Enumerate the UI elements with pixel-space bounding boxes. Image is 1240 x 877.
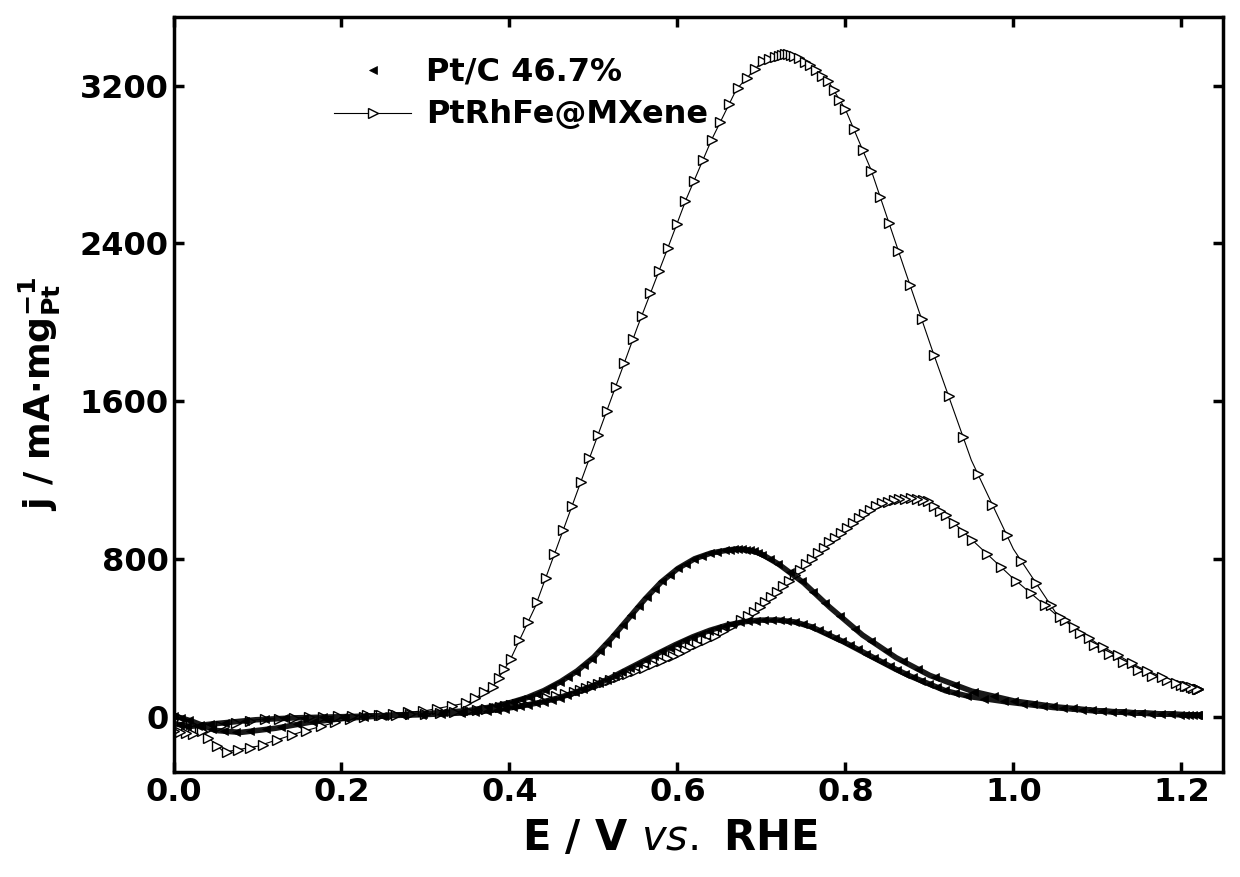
PtRhFe@MXene [166, 725, 181, 736]
Pt/C 46.7% [724, 619, 739, 630]
PtRhFe@MXene [383, 709, 398, 720]
Legend: Pt/C 46.7%, PtRhFe@MXene: Pt/C 46.7%, PtRhFe@MXene [325, 47, 717, 139]
Pt/C 46.7% [996, 693, 1011, 703]
PtRhFe@MXene [222, 719, 237, 730]
Line: Pt/C 46.7%: Pt/C 46.7% [170, 545, 1203, 737]
PtRhFe@MXene [1190, 684, 1205, 695]
Pt/C 46.7% [166, 718, 181, 729]
Pt/C 46.7% [1024, 698, 1039, 709]
PtRhFe@MXene [738, 612, 753, 623]
Text: $\mathbf{E}$ $\mathbf{/}$ $\mathbf{V}$ $\it{vs.}$ $\mathbf{RHE}$: $\mathbf{E}$ $\mathbf{/}$ $\mathbf{V}$ $… [522, 817, 817, 859]
Pt/C 46.7% [166, 710, 181, 721]
PtRhFe@MXene [1090, 643, 1105, 653]
PtRhFe@MXene [217, 747, 232, 758]
Y-axis label: $\mathbf{j}$ $\mathbf{/}$ $\mathbf{mA{\cdot}mg}_{\mathbf{Pt}}^{\mathbf{-1}}$: $\mathbf{j}$ $\mathbf{/}$ $\mathbf{mA{\c… [16, 277, 63, 511]
Pt/C 46.7% [233, 727, 248, 738]
Pt/C 46.7% [409, 709, 424, 720]
PtRhFe@MXene [779, 49, 794, 60]
Pt/C 46.7% [1180, 709, 1195, 720]
PtRhFe@MXene [166, 709, 181, 720]
Line: PtRhFe@MXene: PtRhFe@MXene [169, 49, 1203, 757]
Pt/C 46.7% [729, 544, 744, 554]
Pt/C 46.7% [232, 716, 247, 726]
PtRhFe@MXene [1064, 621, 1079, 631]
